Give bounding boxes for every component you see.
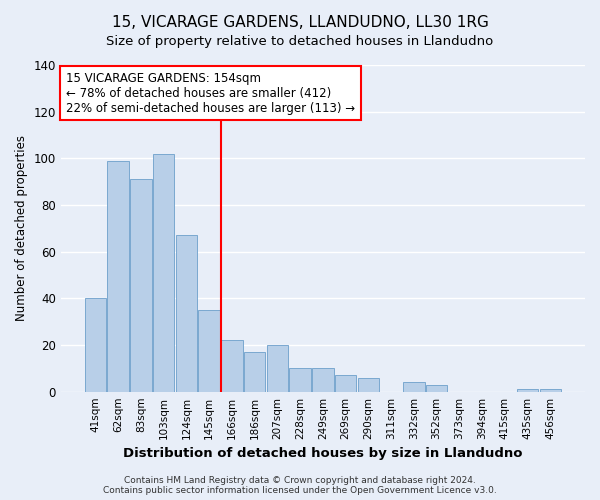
Bar <box>539 390 561 392</box>
Bar <box>266 345 288 392</box>
Bar <box>176 236 197 392</box>
Bar <box>517 390 538 392</box>
Y-axis label: Number of detached properties: Number of detached properties <box>15 136 28 322</box>
Text: 15, VICARAGE GARDENS, LLANDUDNO, LL30 1RG: 15, VICARAGE GARDENS, LLANDUDNO, LL30 1R… <box>112 15 488 30</box>
Bar <box>358 378 379 392</box>
Text: 15 VICARAGE GARDENS: 154sqm
← 78% of detached houses are smaller (412)
22% of se: 15 VICARAGE GARDENS: 154sqm ← 78% of det… <box>66 72 355 114</box>
Bar <box>426 384 448 392</box>
Bar <box>130 180 152 392</box>
Bar <box>403 382 425 392</box>
Bar <box>153 154 175 392</box>
Bar <box>312 368 334 392</box>
Bar <box>85 298 106 392</box>
Bar <box>221 340 243 392</box>
Text: Size of property relative to detached houses in Llandudno: Size of property relative to detached ho… <box>106 35 494 48</box>
Bar <box>289 368 311 392</box>
Bar <box>335 376 356 392</box>
X-axis label: Distribution of detached houses by size in Llandudno: Distribution of detached houses by size … <box>123 447 523 460</box>
Bar <box>107 160 129 392</box>
Bar <box>199 310 220 392</box>
Text: Contains HM Land Registry data © Crown copyright and database right 2024.
Contai: Contains HM Land Registry data © Crown c… <box>103 476 497 495</box>
Bar <box>244 352 265 392</box>
